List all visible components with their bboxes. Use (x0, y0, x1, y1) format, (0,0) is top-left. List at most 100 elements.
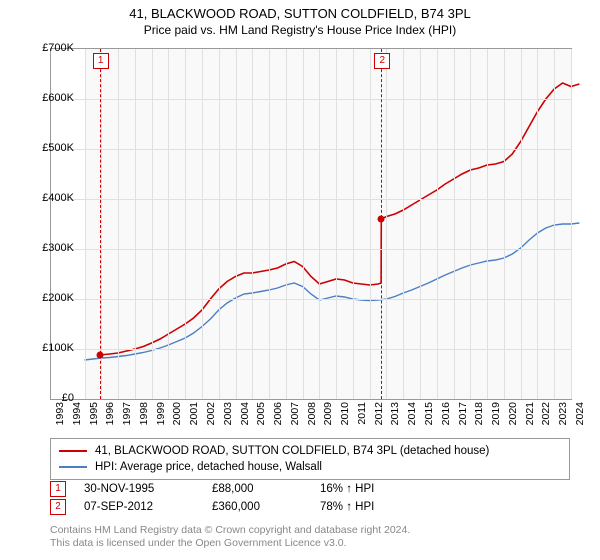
x-tick-label: 2001 (188, 402, 200, 425)
x-tick-label: 2010 (339, 402, 351, 425)
legend-box: 41, BLACKWOOD ROAD, SUTTON COLDFIELD, B7… (50, 438, 570, 480)
x-tick-label: 1996 (104, 402, 116, 425)
footnote: Contains HM Land Registry data © Crown c… (50, 524, 570, 550)
gridline-v (370, 49, 371, 399)
gridline-v (353, 49, 354, 399)
gridline-v (386, 49, 387, 399)
series-price_paid (100, 83, 580, 355)
x-tick-label: 2000 (171, 402, 183, 425)
gridline-v (168, 49, 169, 399)
x-tick-label: 2007 (289, 402, 301, 425)
gridline-v (219, 49, 220, 399)
x-tick-label: 2002 (205, 402, 217, 425)
gridline-h (51, 199, 571, 200)
x-tick-label: 2019 (490, 402, 502, 425)
gridline-v (403, 49, 404, 399)
gridline-h (51, 99, 571, 100)
marker-badge: 1 (93, 53, 109, 69)
x-tick-label: 2012 (373, 402, 385, 425)
legend-label: HPI: Average price, detached house, Wals… (95, 461, 322, 473)
x-tick-label: 1994 (71, 402, 83, 425)
gridline-v (336, 49, 337, 399)
x-tick-label: 2003 (222, 402, 234, 425)
x-tick-label: 2015 (423, 402, 435, 425)
gridline-v (470, 49, 471, 399)
gridline-v (454, 49, 455, 399)
event-date: 30-NOV-1995 (84, 483, 194, 495)
event-diff: 16% ↑ HPI (320, 483, 420, 495)
x-tick-label: 2011 (356, 402, 368, 425)
x-tick-label: 2009 (322, 402, 334, 425)
gridline-v (118, 49, 119, 399)
gridline-v (286, 49, 287, 399)
x-tick-label: 2014 (406, 402, 418, 425)
gridline-v (487, 49, 488, 399)
gridline-h (51, 349, 571, 350)
gridline-v (101, 49, 102, 399)
x-tick-label: 2020 (507, 402, 519, 425)
legend-swatch (59, 466, 87, 468)
gridline-v (437, 49, 438, 399)
x-tick-label: 1997 (121, 402, 133, 425)
x-tick-label: 1993 (54, 402, 66, 425)
events-block: 130-NOV-1995£88,00016% ↑ HPI207-SEP-2012… (50, 480, 570, 516)
x-tick-label: 2005 (255, 402, 267, 425)
y-tick-label: £600K (42, 92, 74, 104)
y-tick-label: £300K (42, 242, 74, 254)
gridline-v (152, 49, 153, 399)
marker-dot (378, 216, 385, 223)
event-row: 130-NOV-1995£88,00016% ↑ HPI (50, 480, 570, 498)
y-tick-label: £400K (42, 192, 74, 204)
event-price: £360,000 (212, 501, 302, 513)
title-block: 41, BLACKWOOD ROAD, SUTTON COLDFIELD, B7… (0, 0, 600, 37)
x-tick-label: 2018 (473, 402, 485, 425)
x-tick-label: 2022 (540, 402, 552, 425)
gridline-h (51, 149, 571, 150)
gridline-v (554, 49, 555, 399)
gridline-h (51, 299, 571, 300)
gridline-v (202, 49, 203, 399)
x-tick-label: 1998 (138, 402, 150, 425)
x-tick-label: 2004 (239, 402, 251, 425)
gridline-v (236, 49, 237, 399)
marker-line (381, 49, 382, 399)
x-tick-label: 2008 (306, 402, 318, 425)
y-tick-label: £100K (42, 342, 74, 354)
legend-row: 41, BLACKWOOD ROAD, SUTTON COLDFIELD, B7… (59, 443, 561, 459)
title-address: 41, BLACKWOOD ROAD, SUTTON COLDFIELD, B7… (0, 6, 600, 21)
gridline-v (135, 49, 136, 399)
marker-badge: 2 (374, 53, 390, 69)
x-tick-label: 2006 (272, 402, 284, 425)
gridline-v (85, 49, 86, 399)
marker-dot (96, 352, 103, 359)
x-tick-label: 1999 (155, 402, 167, 425)
gridline-v (319, 49, 320, 399)
gridline-v (571, 49, 572, 399)
event-price: £88,000 (212, 483, 302, 495)
legend-swatch (59, 450, 87, 452)
x-tick-label: 2016 (440, 402, 452, 425)
chart-container: 41, BLACKWOOD ROAD, SUTTON COLDFIELD, B7… (0, 0, 600, 560)
x-tick-label: 2021 (524, 402, 536, 425)
event-date: 07-SEP-2012 (84, 501, 194, 513)
gridline-v (269, 49, 270, 399)
x-tick-label: 2017 (457, 402, 469, 425)
title-subtitle: Price paid vs. HM Land Registry's House … (0, 23, 600, 37)
gridline-v (303, 49, 304, 399)
gridline-v (504, 49, 505, 399)
gridline-v (420, 49, 421, 399)
legend-label: 41, BLACKWOOD ROAD, SUTTON COLDFIELD, B7… (95, 445, 489, 457)
marker-line (100, 49, 101, 399)
y-tick-label: £500K (42, 142, 74, 154)
x-tick-label: 2023 (557, 402, 569, 425)
legend-row: HPI: Average price, detached house, Wals… (59, 459, 561, 475)
gridline-v (252, 49, 253, 399)
gridline-v (521, 49, 522, 399)
gridline-v (185, 49, 186, 399)
x-tick-label: 2013 (389, 402, 401, 425)
footnote-line1: Contains HM Land Registry data © Crown c… (50, 524, 570, 537)
event-row: 207-SEP-2012£360,00078% ↑ HPI (50, 498, 570, 516)
event-diff: 78% ↑ HPI (320, 501, 420, 513)
x-tick-label: 2024 (574, 402, 586, 425)
footnote-line2: This data is licensed under the Open Gov… (50, 537, 570, 550)
